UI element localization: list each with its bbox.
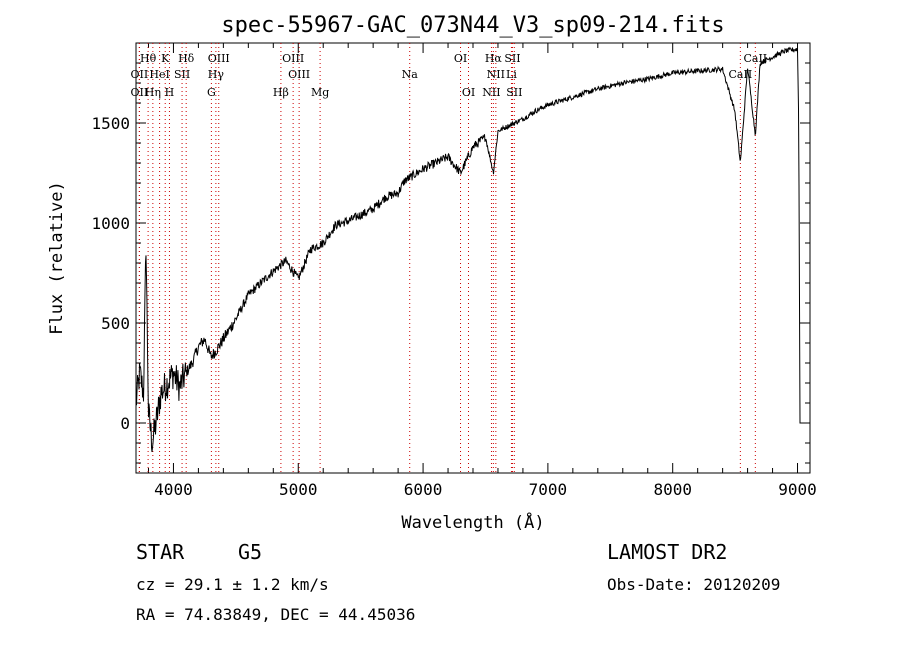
spectral-line-label: K bbox=[161, 52, 170, 65]
spectral-line-label: OII bbox=[131, 86, 149, 99]
spectral-line-label: OI bbox=[454, 52, 467, 65]
x-tick-label: 6000 bbox=[404, 480, 443, 499]
spectral-line-label: OI bbox=[462, 86, 475, 99]
spectral-line-label: OIII bbox=[208, 52, 230, 65]
object-type: STAR bbox=[136, 540, 185, 564]
x-tick-label: 8000 bbox=[653, 480, 692, 499]
spectral-line-label: Hγ bbox=[208, 68, 225, 81]
y-tick-label: 1500 bbox=[91, 114, 130, 133]
x-tick-label: 5000 bbox=[279, 480, 318, 499]
spectral-lines-layer bbox=[138, 43, 756, 473]
coordinates: RA = 74.83849, DEC = 44.45036 bbox=[136, 605, 416, 624]
spectral-line-label: HeI bbox=[149, 68, 169, 81]
spectral-line-label: OII bbox=[131, 68, 149, 81]
redshift-value: cz = 29.1 ± 1.2 km/s bbox=[136, 575, 329, 594]
axis-layer bbox=[135, 42, 811, 474]
plot-frame bbox=[135, 42, 811, 474]
spectrum-series-line bbox=[135, 46, 801, 452]
series-layer bbox=[135, 46, 801, 452]
spectral-line-label: OIII bbox=[288, 68, 310, 81]
x-tick-label: 9000 bbox=[778, 480, 817, 499]
chart-title: spec-55967-GAC_073N44_V3_sp09-214.fits bbox=[221, 13, 724, 38]
y-tick-label: 0 bbox=[120, 414, 130, 433]
observation-date: Obs-Date: 20120209 bbox=[607, 575, 781, 594]
spectral-line-label: NII bbox=[487, 68, 505, 81]
spectral-line-label: Hη bbox=[145, 86, 161, 99]
chart-text-layer: 4000 5000 6000 7000 8000 9000 0 500 1000 1500 spec… bbox=[47, 13, 817, 533]
spectral-line-label: Hδ bbox=[178, 52, 195, 65]
spectral-line-label: Mg bbox=[311, 86, 329, 99]
survey-name: LAMOST DR2 bbox=[607, 540, 728, 564]
spectral-line-label: H bbox=[165, 86, 175, 99]
spectral-class: G5 bbox=[238, 540, 263, 564]
y-tick-label: 1000 bbox=[91, 214, 130, 233]
spectral-line-label: CaII bbox=[743, 52, 767, 65]
x-axis-label: Wavelength (Å) bbox=[401, 511, 544, 533]
spectral-line-label: NII bbox=[482, 86, 500, 99]
spectral-line-label: Na bbox=[402, 68, 419, 81]
spectral-line-label: Hθ bbox=[140, 52, 157, 65]
spectral-line-label: SII bbox=[174, 68, 190, 81]
spectral-line-label: Hβ bbox=[273, 86, 289, 99]
y-tick-label: 500 bbox=[101, 314, 130, 333]
spectral-line-label: Li bbox=[506, 68, 517, 81]
spectral-line-label: SII bbox=[506, 86, 522, 99]
spectral-line-label: G bbox=[207, 86, 216, 99]
y-axis-label: Flux (relative) bbox=[47, 181, 67, 335]
x-tick-label: 7000 bbox=[529, 480, 568, 499]
spectral-line-label: SII bbox=[504, 52, 520, 65]
spectral-line-label: OIII bbox=[282, 52, 304, 65]
spectral-line-label: Hα bbox=[485, 52, 503, 65]
spectral-line-label: CaII bbox=[729, 68, 753, 81]
x-tick-label: 4000 bbox=[154, 480, 193, 499]
